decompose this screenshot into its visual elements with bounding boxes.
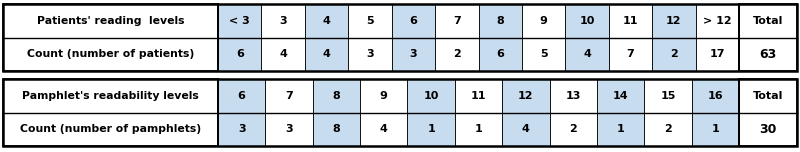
Text: 6: 6 bbox=[236, 49, 244, 59]
Bar bbox=[3, 4, 797, 71]
Text: 1: 1 bbox=[711, 124, 719, 134]
Text: 7: 7 bbox=[453, 16, 461, 26]
Bar bbox=[305, 4, 348, 71]
Bar bbox=[692, 79, 739, 146]
Text: Total: Total bbox=[753, 91, 783, 101]
Text: 4: 4 bbox=[522, 124, 530, 134]
Text: 3: 3 bbox=[279, 16, 287, 26]
Text: 9: 9 bbox=[540, 16, 547, 26]
Bar bbox=[218, 79, 266, 146]
Text: 8: 8 bbox=[496, 16, 504, 26]
Text: 17: 17 bbox=[710, 49, 725, 59]
Bar bbox=[550, 79, 597, 146]
Text: Count (number of patients): Count (number of patients) bbox=[27, 49, 194, 59]
Text: 5: 5 bbox=[366, 16, 374, 26]
Text: 3: 3 bbox=[366, 49, 374, 59]
Text: 11: 11 bbox=[622, 16, 638, 26]
Text: Pamphlet's readability levels: Pamphlet's readability levels bbox=[22, 91, 199, 101]
Text: 8: 8 bbox=[333, 91, 340, 101]
Text: 4: 4 bbox=[322, 49, 330, 59]
Bar bbox=[502, 79, 550, 146]
Text: 1: 1 bbox=[617, 124, 625, 134]
Bar bbox=[455, 79, 502, 146]
Text: 9: 9 bbox=[380, 91, 388, 101]
Bar bbox=[695, 4, 739, 71]
Text: 13: 13 bbox=[566, 91, 581, 101]
Text: 6: 6 bbox=[238, 91, 246, 101]
Text: 16: 16 bbox=[707, 91, 723, 101]
Bar bbox=[3, 79, 218, 146]
Bar bbox=[266, 79, 313, 146]
Text: 2: 2 bbox=[664, 124, 672, 134]
Text: 7: 7 bbox=[626, 49, 634, 59]
Bar bbox=[3, 4, 218, 71]
Text: 12: 12 bbox=[518, 91, 534, 101]
Bar bbox=[739, 79, 797, 146]
Text: 12: 12 bbox=[666, 16, 682, 26]
Bar bbox=[262, 4, 305, 71]
Text: 4: 4 bbox=[279, 49, 287, 59]
Text: < 3: < 3 bbox=[230, 16, 250, 26]
Text: Patients' reading  levels: Patients' reading levels bbox=[37, 16, 184, 26]
Text: 2: 2 bbox=[453, 49, 461, 59]
Text: Total: Total bbox=[753, 16, 783, 26]
Bar bbox=[522, 4, 566, 71]
Bar bbox=[566, 4, 609, 71]
Text: 1: 1 bbox=[427, 124, 435, 134]
Text: 4: 4 bbox=[583, 49, 591, 59]
Text: 7: 7 bbox=[285, 91, 293, 101]
Text: 3: 3 bbox=[238, 124, 246, 134]
Bar bbox=[597, 79, 644, 146]
Text: 15: 15 bbox=[660, 91, 676, 101]
Bar bbox=[360, 79, 407, 146]
Bar bbox=[609, 4, 652, 71]
Bar bbox=[313, 79, 360, 146]
Text: 10: 10 bbox=[579, 16, 594, 26]
Text: > 12: > 12 bbox=[703, 16, 732, 26]
Bar bbox=[435, 4, 478, 71]
Text: 8: 8 bbox=[333, 124, 340, 134]
Bar bbox=[739, 4, 797, 71]
Text: 14: 14 bbox=[613, 91, 629, 101]
Text: 2: 2 bbox=[670, 49, 678, 59]
Text: 6: 6 bbox=[410, 16, 418, 26]
Text: 6: 6 bbox=[496, 49, 504, 59]
Bar bbox=[3, 79, 797, 146]
Bar bbox=[392, 4, 435, 71]
Bar bbox=[218, 4, 262, 71]
Bar bbox=[348, 4, 392, 71]
Text: 30: 30 bbox=[759, 123, 777, 136]
Text: 11: 11 bbox=[470, 91, 486, 101]
Bar bbox=[644, 79, 692, 146]
Text: 4: 4 bbox=[380, 124, 388, 134]
Text: 1: 1 bbox=[474, 124, 482, 134]
Text: 2: 2 bbox=[570, 124, 577, 134]
Bar bbox=[652, 4, 695, 71]
Text: 63: 63 bbox=[759, 48, 777, 61]
Text: 3: 3 bbox=[286, 124, 293, 134]
Text: 5: 5 bbox=[540, 49, 547, 59]
Text: 3: 3 bbox=[410, 49, 417, 59]
Text: 10: 10 bbox=[423, 91, 439, 101]
Text: Count (number of pamphlets): Count (number of pamphlets) bbox=[20, 124, 201, 134]
Bar bbox=[407, 79, 455, 146]
Bar bbox=[478, 4, 522, 71]
Text: 4: 4 bbox=[322, 16, 330, 26]
